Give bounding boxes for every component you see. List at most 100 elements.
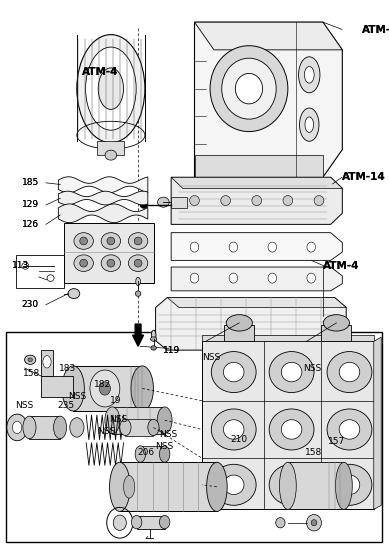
Ellipse shape: [74, 233, 93, 249]
Polygon shape: [156, 297, 346, 350]
Polygon shape: [97, 141, 124, 155]
Text: NSS: NSS: [303, 365, 321, 373]
Ellipse shape: [80, 259, 88, 267]
FancyArrow shape: [133, 324, 144, 346]
Ellipse shape: [229, 242, 238, 252]
Ellipse shape: [28, 358, 32, 362]
Ellipse shape: [134, 237, 142, 245]
Bar: [6, 332, 382, 542]
Ellipse shape: [23, 416, 36, 439]
Ellipse shape: [140, 202, 148, 208]
Polygon shape: [167, 297, 346, 307]
Text: ATM-4: ATM-4: [323, 261, 359, 271]
Ellipse shape: [113, 515, 126, 530]
Ellipse shape: [210, 46, 288, 132]
Ellipse shape: [283, 196, 293, 206]
Polygon shape: [171, 177, 342, 188]
Polygon shape: [41, 376, 73, 397]
Polygon shape: [125, 419, 153, 435]
Ellipse shape: [131, 366, 153, 411]
Text: 19: 19: [110, 396, 122, 406]
Ellipse shape: [268, 242, 277, 252]
Text: ATM-4: ATM-4: [323, 261, 359, 271]
Polygon shape: [224, 325, 254, 341]
Ellipse shape: [223, 420, 244, 439]
Text: 183: 183: [59, 365, 76, 373]
Text: ATM-14: ATM-14: [342, 172, 386, 182]
Ellipse shape: [299, 57, 320, 93]
Ellipse shape: [25, 355, 36, 365]
Ellipse shape: [281, 420, 302, 439]
Polygon shape: [140, 446, 165, 462]
Polygon shape: [120, 462, 217, 511]
Polygon shape: [288, 462, 344, 510]
Ellipse shape: [99, 382, 110, 395]
Ellipse shape: [151, 346, 156, 350]
Ellipse shape: [43, 356, 51, 368]
Ellipse shape: [307, 515, 321, 531]
Ellipse shape: [131, 515, 142, 529]
Polygon shape: [137, 516, 165, 529]
Ellipse shape: [190, 242, 199, 252]
Text: 206: 206: [137, 448, 154, 456]
Ellipse shape: [151, 330, 156, 340]
Ellipse shape: [107, 259, 115, 267]
Ellipse shape: [7, 414, 27, 441]
Polygon shape: [194, 155, 323, 177]
Ellipse shape: [148, 419, 159, 435]
Ellipse shape: [279, 462, 296, 510]
Ellipse shape: [207, 462, 227, 511]
Ellipse shape: [110, 462, 130, 511]
Ellipse shape: [327, 409, 372, 450]
Ellipse shape: [327, 352, 372, 393]
Ellipse shape: [105, 150, 117, 160]
Text: 230: 230: [22, 300, 39, 309]
Ellipse shape: [311, 520, 317, 526]
Ellipse shape: [80, 237, 88, 245]
Polygon shape: [58, 191, 148, 205]
Polygon shape: [171, 233, 342, 260]
Ellipse shape: [101, 233, 121, 249]
Text: 230: 230: [22, 300, 39, 309]
Text: 158: 158: [23, 368, 41, 378]
Text: 119: 119: [163, 346, 180, 355]
Ellipse shape: [323, 315, 349, 331]
Ellipse shape: [189, 196, 199, 206]
Ellipse shape: [54, 416, 67, 439]
Ellipse shape: [98, 68, 123, 110]
Text: 158: 158: [305, 448, 322, 456]
Text: 126: 126: [22, 220, 39, 229]
Text: 113: 113: [12, 261, 29, 270]
Text: 113: 113: [12, 261, 29, 270]
Ellipse shape: [229, 273, 238, 283]
Ellipse shape: [86, 47, 136, 130]
Polygon shape: [194, 22, 342, 50]
Ellipse shape: [62, 366, 84, 411]
Ellipse shape: [339, 362, 360, 382]
Ellipse shape: [327, 464, 372, 505]
Ellipse shape: [151, 337, 157, 341]
Ellipse shape: [12, 421, 22, 434]
Ellipse shape: [77, 34, 145, 143]
Text: ATM-4: ATM-4: [82, 67, 118, 77]
Ellipse shape: [269, 352, 314, 393]
Polygon shape: [202, 341, 374, 510]
Ellipse shape: [157, 407, 172, 434]
Text: 182: 182: [95, 380, 112, 389]
Ellipse shape: [211, 464, 256, 505]
Ellipse shape: [120, 419, 131, 435]
Ellipse shape: [221, 196, 230, 206]
Ellipse shape: [128, 233, 148, 249]
Ellipse shape: [304, 66, 314, 83]
Polygon shape: [194, 22, 342, 177]
Ellipse shape: [226, 315, 252, 331]
Polygon shape: [41, 350, 53, 376]
Text: NSS: NSS: [98, 427, 116, 436]
Ellipse shape: [135, 446, 145, 462]
Ellipse shape: [158, 197, 169, 207]
Polygon shape: [58, 177, 148, 193]
Text: NSS: NSS: [202, 353, 220, 362]
Ellipse shape: [222, 58, 276, 119]
Text: ATM-3: ATM-3: [362, 25, 389, 35]
Ellipse shape: [269, 409, 314, 450]
